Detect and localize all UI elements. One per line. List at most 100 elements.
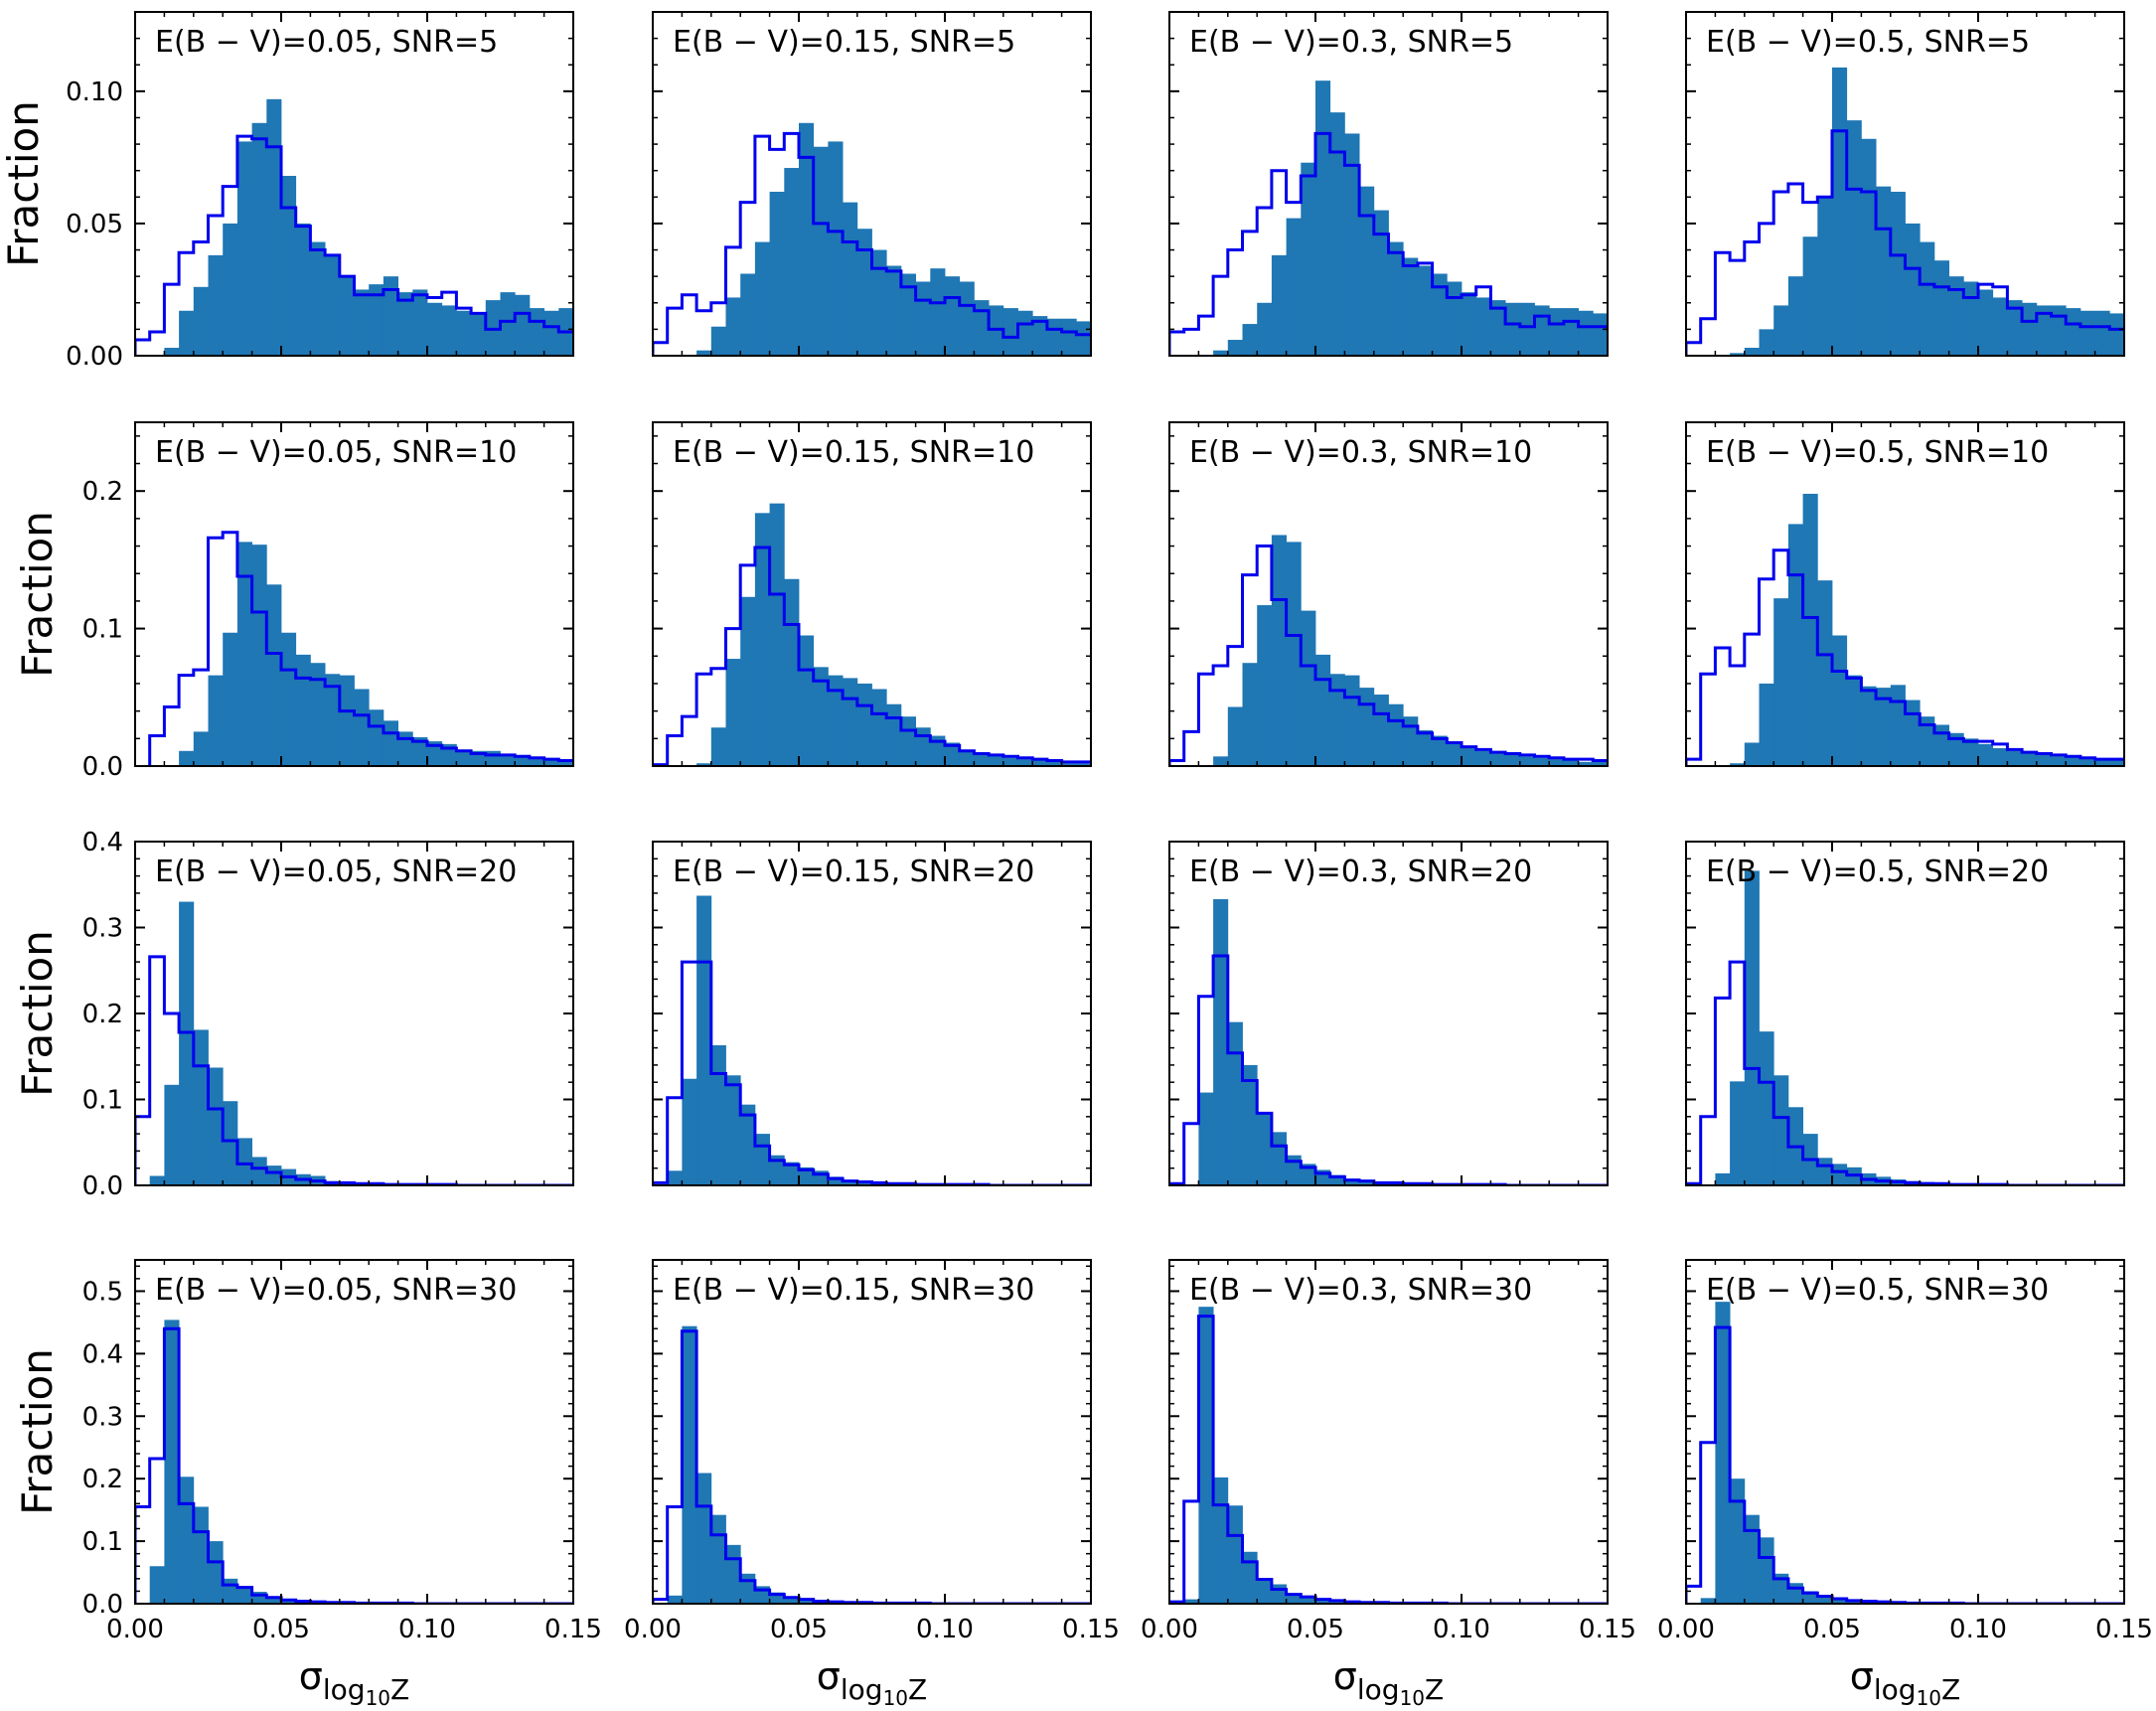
filled-bar — [1715, 1172, 1731, 1185]
filled-bar — [164, 1320, 180, 1604]
filled-bar — [1773, 305, 1789, 356]
filled-bar — [1447, 281, 1463, 356]
filled-bar — [1948, 732, 1964, 766]
filled-bar — [251, 122, 267, 356]
filled-bar — [1403, 257, 1419, 356]
filled-bar — [281, 1600, 297, 1604]
filled-bar — [1403, 716, 1419, 766]
panel-annotation: E(B − V)=0.15, SNR=20 — [673, 855, 1034, 889]
filled-bar — [236, 1138, 252, 1185]
filled-bar — [1076, 321, 1091, 356]
filled-bar — [1593, 313, 1608, 356]
plot-area — [1169, 80, 1608, 356]
filled-bar — [1933, 260, 1949, 356]
filled-bar — [223, 1101, 238, 1185]
axes-frame — [1685, 421, 2125, 767]
panel-annotation: E(B − V)=0.15, SNR=10 — [673, 435, 1034, 470]
panel-ebv-0.3-snr-20: E(B − V)=0.3, SNR=20 — [1168, 841, 1609, 1186]
filled-bar — [696, 895, 712, 1185]
panel-annotation: E(B − V)=0.05, SNR=5 — [155, 25, 498, 60]
panel-annotation: E(B − V)=0.05, SNR=30 — [155, 1273, 517, 1308]
filled-bar — [310, 663, 326, 766]
filled-bar — [164, 1084, 180, 1185]
filled-bar — [2079, 757, 2095, 766]
axes-frame — [1168, 1259, 1609, 1605]
y-tick-label: 0.05 — [66, 210, 123, 239]
filled-bar — [900, 273, 916, 356]
filled-bar — [179, 901, 195, 1185]
panel-annotation: E(B − V)=0.3, SNR=20 — [1189, 855, 1532, 889]
filled-bar — [886, 703, 902, 766]
filled-bar — [295, 654, 311, 766]
filled-bar — [1344, 1178, 1360, 1185]
y-tick-label: 0.3 — [82, 1402, 123, 1432]
filled-bar — [223, 1578, 238, 1604]
plot-area — [148, 531, 573, 766]
filled-bar — [1563, 308, 1579, 356]
filled-bar — [1519, 302, 1535, 356]
filled-bar — [1817, 1158, 1833, 1185]
axes-frame — [134, 11, 574, 357]
step-histogram-line — [653, 131, 1091, 356]
filled-bar — [769, 1155, 785, 1185]
x-tick-label: 0.10 — [916, 1615, 974, 1644]
filled-bar — [1700, 1598, 1716, 1604]
x-tick-label: 0.00 — [106, 1615, 164, 1644]
filled-bar — [1905, 223, 1921, 356]
filled-bar — [543, 310, 559, 356]
x-tick-label: 0.05 — [1287, 1615, 1344, 1644]
step-histogram-line — [1169, 1315, 1608, 1604]
filled-bar — [164, 348, 180, 356]
filled-bar — [828, 141, 844, 356]
filled-bar — [1802, 236, 1818, 356]
filled-bar — [989, 754, 1004, 766]
filled-bar — [1876, 186, 1892, 356]
filled-bar — [710, 727, 726, 766]
axes-frame — [1685, 1259, 2125, 1605]
panel-annotation: E(B − V)=0.5, SNR=10 — [1706, 435, 2049, 470]
y-tick-label: 0.4 — [82, 828, 123, 857]
x-tick-label: 0.00 — [1657, 1615, 1715, 1644]
filled-bar — [682, 1078, 697, 1185]
filled-bar — [754, 241, 770, 356]
filled-bar — [1920, 241, 1935, 356]
step-histogram-line — [135, 1326, 573, 1604]
filled-bar — [1773, 1573, 1789, 1604]
filled-bar — [266, 1596, 282, 1604]
filled-bar — [1759, 329, 1774, 356]
x-tick-label: 0.15 — [1062, 1615, 1120, 1644]
filled-bar — [1861, 138, 1877, 356]
filled-bar — [1257, 605, 1273, 766]
filled-bar — [2094, 759, 2110, 766]
filled-bar — [397, 292, 413, 356]
y-axis-label: Fraction — [13, 1348, 62, 1515]
filled-bar — [1730, 763, 1746, 766]
filled-bar — [1213, 350, 1229, 356]
panel-annotation: E(B − V)=0.05, SNR=10 — [155, 435, 517, 470]
filled-bar — [1759, 1537, 1774, 1604]
panel-ebv-0.15-snr-5: E(B − V)=0.15, SNR=5 — [652, 11, 1092, 357]
x-tick-label: 0.00 — [1141, 1615, 1198, 1644]
filled-bar — [1359, 1180, 1375, 1185]
filled-bar — [784, 1162, 800, 1185]
x-axis-label: σlog10Z — [1850, 1654, 1960, 1710]
filled-bar — [1890, 685, 1906, 766]
filled-bar — [1359, 186, 1375, 356]
step-histogram-line — [653, 1329, 1091, 1604]
filled-bar — [1846, 675, 1862, 766]
filled-bar — [558, 760, 573, 766]
filled-bar — [2094, 310, 2110, 356]
panel-ebv-0.3-snr-10: E(B − V)=0.3, SNR=10 — [1168, 421, 1609, 767]
x-tick-label: 0.15 — [544, 1615, 602, 1644]
panel-ebv-0.05-snr-30: 0.00 0.05 0.10 0.15 0.0 0.1 0.2 0.3 0.4 0.5 E(B − … — [13, 1259, 602, 1710]
panel-ebv-0.15-snr-30: 0.00 0.05 0.10 0.15 E(B − V)=0.15, SNR=30 σlo… — [624, 1259, 1120, 1710]
filled-bar — [1344, 675, 1360, 766]
filled-bar — [1242, 324, 1258, 356]
x-axis-label: σlog10Z — [299, 1654, 409, 1710]
panel-annotation: E(B − V)=0.15, SNR=5 — [673, 25, 1015, 60]
filled-bar — [1329, 1174, 1345, 1185]
panel-annotation: E(B − V)=0.3, SNR=10 — [1189, 435, 1532, 470]
filled-bar — [1978, 743, 1994, 766]
y-tick-label: 0.2 — [82, 477, 123, 507]
filled-bar — [1730, 353, 1746, 356]
